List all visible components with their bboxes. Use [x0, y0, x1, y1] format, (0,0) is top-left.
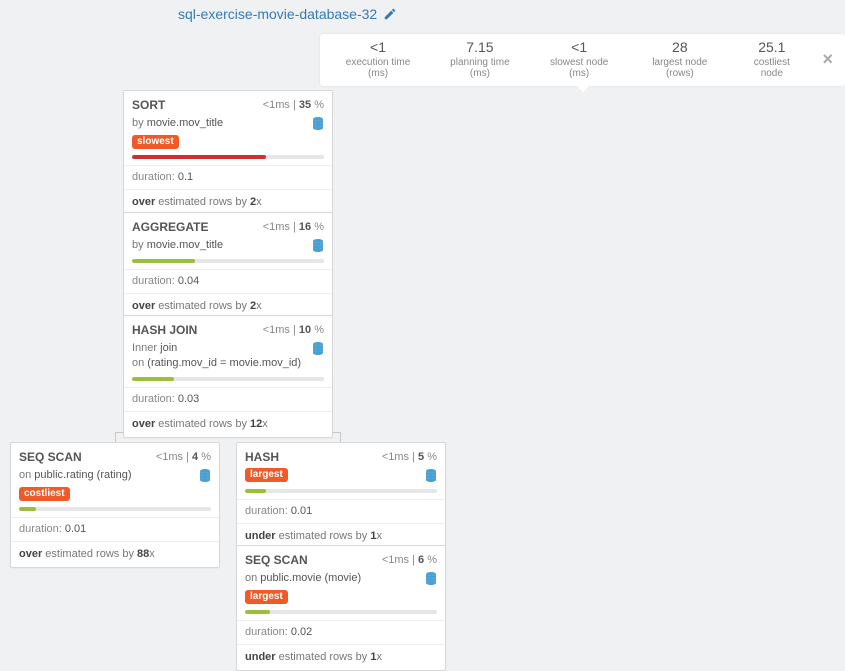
node-subtitle: by movie.mov_title	[132, 238, 223, 253]
database-icon[interactable]	[312, 117, 324, 131]
duration-bar	[132, 155, 324, 159]
node-meta: <1ms | 5 %	[382, 451, 437, 463]
node-duration: duration: 0.1	[124, 165, 332, 183]
plan-node-sort[interactable]: SORT <1ms | 35 % by movie.mov_title slow…	[123, 90, 333, 216]
slowest-tag: slowest	[132, 135, 179, 149]
duration-bar	[245, 489, 437, 493]
node-duration: duration: 0.01	[11, 517, 219, 535]
node-subtitle: on public.movie (movie)	[245, 571, 361, 586]
database-icon[interactable]	[199, 469, 211, 483]
node-estimation: under estimated rows by 1x	[237, 644, 445, 670]
plan-node-aggregate[interactable]: AGGREGATE <1ms | 16 % by movie.mov_title…	[123, 212, 333, 320]
costliest-tag: costliest	[19, 487, 70, 501]
node-estimation: over estimated rows by 12x	[124, 411, 332, 437]
node-title: HASH JOIN	[132, 323, 197, 337]
largest-tag: largest	[245, 590, 288, 604]
plan-node-seq-scan-movie[interactable]: SEQ SCAN <1ms | 6 % on public.movie (mov…	[236, 545, 446, 671]
node-title: SEQ SCAN	[19, 450, 82, 464]
duration-bar	[19, 507, 211, 511]
node-estimation: over estimated rows by 88x	[11, 541, 219, 567]
largest-tag: largest	[245, 468, 288, 482]
duration-bar	[132, 377, 324, 381]
node-duration: duration: 0.03	[124, 387, 332, 405]
node-meta: <1ms | 10 %	[263, 324, 324, 336]
plan-node-seq-scan-rating[interactable]: SEQ SCAN <1ms | 4 % on public.rating (ra…	[10, 442, 220, 568]
node-title: HASH	[245, 450, 279, 464]
duration-bar	[132, 259, 324, 263]
database-icon[interactable]	[312, 239, 324, 253]
database-icon[interactable]	[312, 342, 324, 356]
node-title: SEQ SCAN	[245, 553, 308, 567]
node-duration: duration: 0.02	[237, 620, 445, 638]
node-meta: <1ms | 35 %	[263, 99, 324, 111]
node-title: SORT	[132, 98, 165, 112]
database-icon[interactable]	[425, 469, 437, 483]
node-meta: <1ms | 4 %	[156, 451, 211, 463]
plan-tree-canvas: SORT <1ms | 35 % by movie.mov_title slow…	[0, 0, 845, 637]
node-duration: duration: 0.01	[237, 499, 445, 517]
database-icon[interactable]	[425, 572, 437, 586]
node-subtitle: Inner join on (rating.mov_id = movie.mov…	[132, 341, 301, 371]
node-title: AGGREGATE	[132, 220, 208, 234]
node-meta: <1ms | 16 %	[263, 221, 324, 233]
node-subtitle: on public.rating (rating)	[19, 468, 132, 483]
node-duration: duration: 0.04	[124, 269, 332, 287]
plan-node-hash[interactable]: HASH <1ms | 5 % largest duration: 0.01 u…	[236, 442, 446, 550]
node-meta: <1ms | 6 %	[382, 554, 437, 566]
plan-node-hash-join[interactable]: HASH JOIN <1ms | 10 % Inner join on (rat…	[123, 315, 333, 438]
duration-bar	[245, 610, 437, 614]
node-subtitle: by movie.mov_title	[132, 116, 223, 131]
